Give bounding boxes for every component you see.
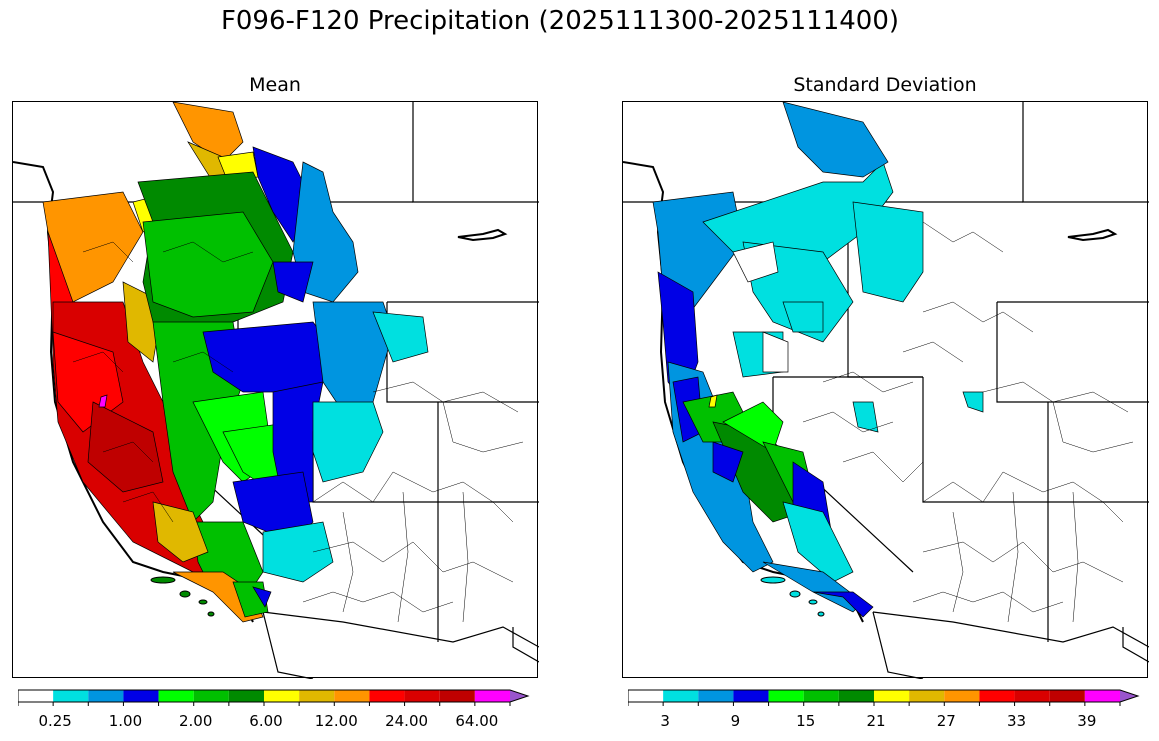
- colorbar-tick-label: 3: [660, 712, 670, 730]
- colorbar-segment: [299, 690, 335, 702]
- mean-colorbar: 0.25 1.00 2.00 6.00 12.00 24.00 64.00: [17, 688, 532, 738]
- colorbar-segment: [733, 690, 769, 702]
- colorbar-segment: [663, 690, 699, 702]
- colorbar-segment: [474, 690, 510, 702]
- colorbar-tick-label: 21: [866, 712, 886, 730]
- colorbar-segment: [874, 690, 910, 702]
- colorbar-tick-label: 1.00: [108, 712, 143, 730]
- colorbar-tick-label: 64.00: [455, 712, 499, 730]
- colorbar-tick-label: 15: [796, 712, 816, 730]
- colorbar-segment: [1049, 690, 1085, 702]
- std-map-graphic: [623, 102, 1149, 679]
- colorbar-tick-label: 9: [730, 712, 741, 730]
- mean-panel-title: Mean: [249, 74, 301, 96]
- colorbar-segment: [334, 690, 370, 702]
- mean-colorbar-bar: [17, 689, 530, 706]
- colorbar-tick-label: 24.00: [385, 712, 429, 730]
- colorbar-segment: [510, 690, 528, 702]
- colorbar-tick-label: 6.00: [249, 712, 283, 730]
- std-colorbar: 3 9 15 21 27 33 39: [627, 688, 1142, 738]
- colorbar-segment: [768, 690, 804, 702]
- colorbar-segment: [369, 690, 405, 702]
- colorbar-segment: [53, 690, 89, 702]
- colorbar-tick-label: 12.00: [314, 712, 358, 730]
- colorbar-segment: [228, 690, 264, 702]
- colorbar-tick-label: 2.00: [179, 712, 213, 730]
- colorbar-segment: [158, 690, 194, 702]
- colorbar-segment: [698, 690, 734, 702]
- colorbar-segment: [1084, 690, 1120, 702]
- std-panel-title: Standard Deviation: [793, 74, 977, 96]
- colorbar-tick-label: 0.25: [38, 712, 72, 730]
- colorbar-segment: [1014, 690, 1050, 702]
- colorbar-outline: [627, 689, 1140, 703]
- colorbar-segment: [628, 690, 664, 702]
- figure-title: F096-F120 Precipitation (2025111300-2025…: [220, 6, 900, 36]
- colorbar-segment: [838, 690, 874, 702]
- mean-map: [12, 101, 539, 679]
- colorbar-tick-label: 39: [1077, 712, 1097, 730]
- colorbar-segment: [979, 690, 1015, 702]
- colorbar-segment: [264, 690, 300, 702]
- colorbar-segment: [404, 690, 440, 702]
- colorbar-segment: [803, 690, 839, 702]
- colorbar-outline: [17, 689, 530, 703]
- colorbar-segment: [439, 690, 475, 702]
- colorbar-segment: [1120, 690, 1138, 702]
- colorbar-tick-label: 33: [1007, 712, 1027, 730]
- colorbar-tick-label: 27: [936, 712, 956, 730]
- colorbar-segment: [88, 690, 124, 702]
- std-map: [622, 101, 1149, 679]
- colorbar-segment: [944, 690, 980, 702]
- colorbar-segment: [909, 690, 945, 702]
- std-colorbar-bar: [627, 689, 1140, 706]
- colorbar-segment: [193, 690, 229, 702]
- colorbar-segment: [18, 690, 54, 702]
- colorbar-segment: [123, 690, 159, 702]
- mean-map-graphic: [13, 102, 539, 679]
